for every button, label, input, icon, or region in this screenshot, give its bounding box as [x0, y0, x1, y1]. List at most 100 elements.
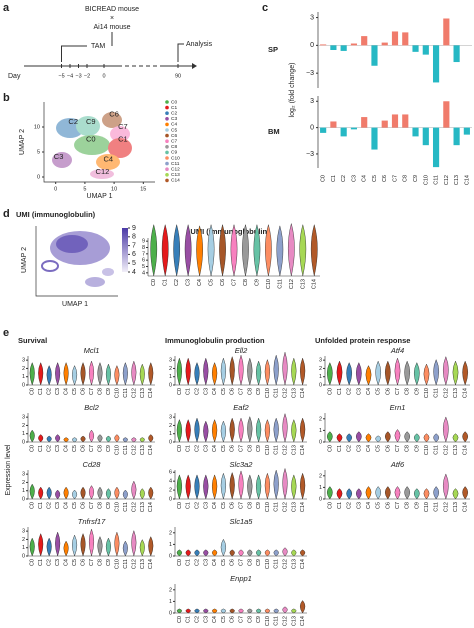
x-tick-label: C0 [177, 445, 183, 452]
y-axis-label: log₂ (fold change) [289, 63, 296, 118]
legend-swatch [165, 117, 169, 121]
violin [404, 431, 411, 443]
day-tick-label: −4 [67, 73, 73, 79]
mouse-label: Ai14 mouse [94, 24, 131, 31]
x-tick-label: C3 [203, 445, 209, 452]
x-tick-label: C0 [177, 616, 183, 623]
panel-label: b [3, 92, 10, 104]
violin [220, 472, 227, 500]
legend-label: C13 [171, 172, 180, 178]
x-tick-label: C8 [405, 502, 411, 509]
x-tick-label: C12 [289, 279, 295, 289]
violin [72, 534, 78, 557]
violin [88, 528, 95, 557]
violin [229, 417, 235, 443]
violin [176, 474, 183, 500]
violin [55, 434, 61, 443]
y-tick-label: 1 [169, 431, 172, 437]
y-tick-label: 2 [169, 530, 172, 536]
violin [176, 419, 183, 443]
violin [46, 537, 52, 557]
x-tick-label: C8 [247, 559, 253, 566]
violin [462, 431, 469, 443]
violin [326, 431, 333, 443]
violin [299, 417, 306, 443]
violin [122, 362, 128, 386]
x-tick-label: C14 [463, 445, 469, 455]
violin [365, 486, 372, 500]
violin [291, 357, 297, 386]
violin [247, 357, 253, 386]
x-tick-label: C5 [209, 279, 215, 286]
x-tick-label: C8 [405, 445, 411, 452]
violin [375, 435, 382, 443]
violin [105, 435, 111, 443]
x-tick-label: C6 [230, 445, 236, 452]
colorbar-tick-label: 5 [132, 260, 136, 267]
violin [203, 549, 209, 557]
x-tick-label: C14 [148, 445, 154, 455]
x-tick-label: C3 [356, 502, 362, 509]
bar [412, 127, 419, 137]
violin [264, 472, 271, 500]
violin [176, 549, 183, 557]
legend-label: C3 [171, 116, 177, 122]
x-tick-label: C4 [366, 388, 372, 395]
x-tick-label: C7 [238, 616, 244, 623]
violin [255, 417, 262, 443]
x-tick-label: C9 [254, 279, 260, 286]
x-tick-label: C10 [424, 388, 430, 398]
x-tick-label: C12 [282, 502, 288, 512]
panel-label: c [262, 2, 268, 14]
legend-label: C8 [171, 144, 177, 150]
x-tick-label: C11 [434, 445, 440, 455]
x-tick-label: C13 [140, 559, 146, 569]
x-tick-label: C10 [265, 559, 271, 569]
x-tick-label: C11 [274, 388, 280, 398]
violin [255, 549, 262, 557]
x-tick-label: 0 [54, 186, 57, 192]
violin [365, 365, 372, 386]
violin [336, 433, 343, 443]
y-tick-label: 3 [310, 14, 314, 21]
x-tick-label: C7 [89, 445, 95, 452]
legend-swatch [165, 122, 169, 127]
gene-title: Atf4 [390, 346, 404, 355]
gene-title: Slc1a5 [230, 517, 254, 526]
violin [88, 429, 95, 443]
violin [211, 474, 218, 500]
x-tick-label: C14 [300, 616, 306, 626]
violin [299, 357, 306, 386]
x-tick-label: C3 [356, 445, 362, 452]
violin [88, 360, 95, 386]
violin [346, 488, 353, 500]
legend-label: C11 [171, 161, 180, 167]
violin [247, 608, 253, 614]
x-tick-label: C3 [351, 175, 357, 182]
violin [355, 362, 362, 386]
x-tick-label: C11 [274, 445, 280, 455]
x-tick-label: C2 [47, 445, 53, 452]
y-tick-label: 0 [37, 174, 40, 180]
legend-label: C14 [171, 178, 180, 184]
legend-swatch [165, 150, 169, 155]
legend-label: C5 [171, 127, 177, 133]
y-tick-label: 3 [22, 529, 25, 535]
x-tick-label: C2 [194, 388, 200, 395]
legend-label: C7 [171, 138, 177, 144]
y-tick-label: 3 [319, 358, 322, 364]
x-tick-label: C9 [414, 445, 420, 452]
x-tick-label: C4 [212, 445, 218, 452]
y-tick-label: 10 [34, 124, 40, 130]
colorbar-tick-label: 4 [132, 269, 136, 276]
x-tick-label: C12 [444, 175, 450, 185]
x-tick-label: C5 [221, 616, 227, 623]
x-tick-label: C0 [30, 445, 36, 452]
violin [176, 608, 183, 614]
y-tick-label: −3 [306, 70, 314, 77]
x-tick-label: C14 [148, 559, 154, 569]
x-tick-label: C6 [220, 279, 226, 286]
violin [29, 483, 35, 500]
violin [394, 429, 401, 443]
x-tick-label: C10 [266, 279, 272, 289]
